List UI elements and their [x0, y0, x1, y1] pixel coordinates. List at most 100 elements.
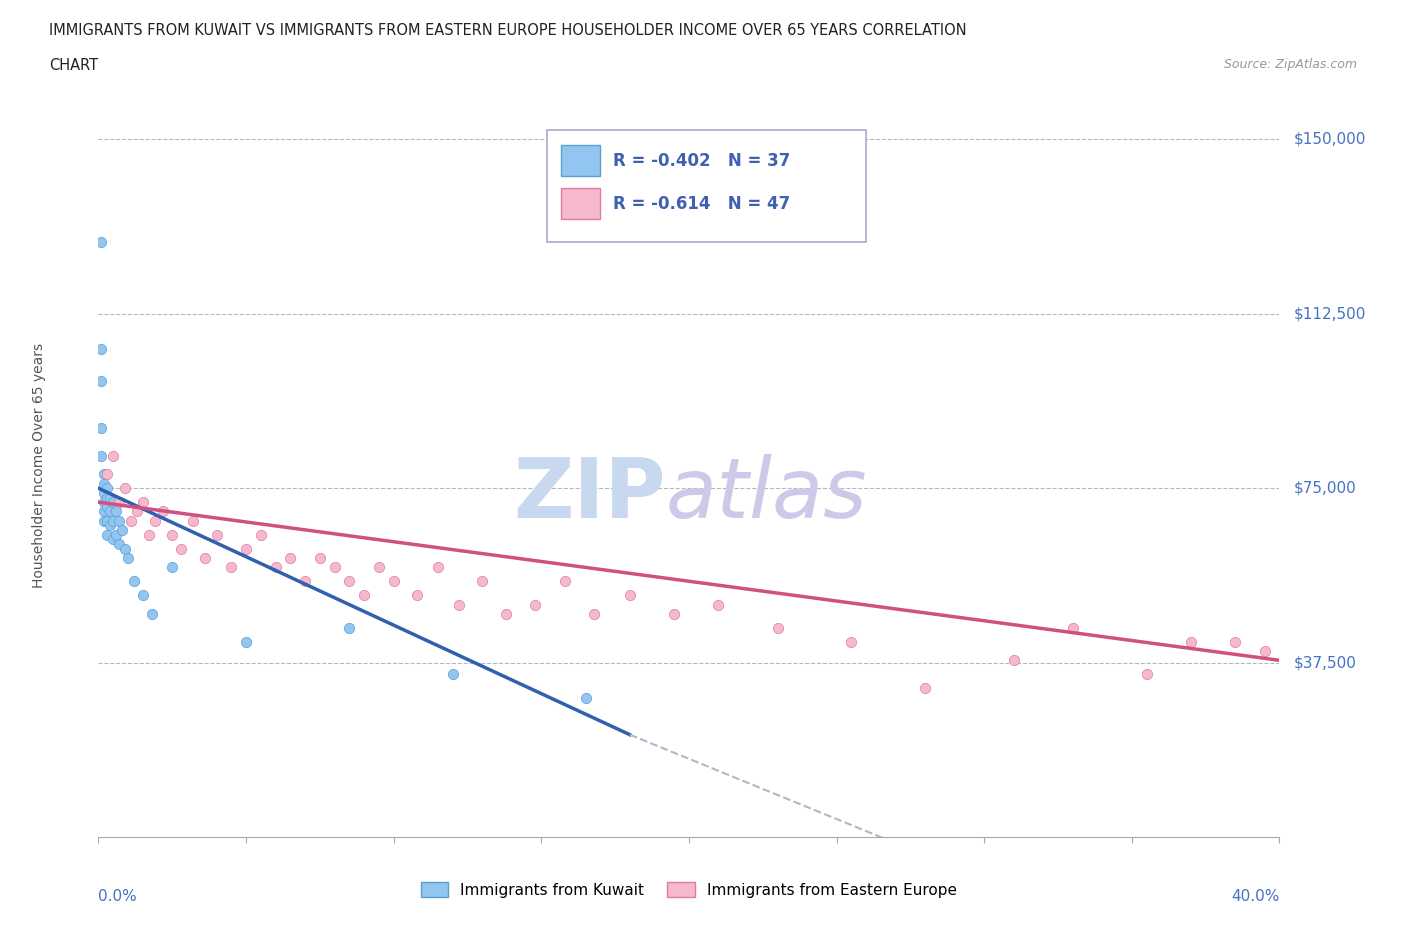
Text: 40.0%: 40.0% — [1232, 889, 1279, 904]
Point — [264, 560, 287, 575]
Point — [619, 588, 641, 603]
Point — [132, 495, 155, 510]
Point — [574, 690, 596, 705]
Point — [96, 499, 118, 514]
Point — [278, 551, 302, 565]
Point — [108, 495, 131, 510]
Point — [1135, 667, 1157, 682]
Point — [117, 551, 139, 565]
Text: R = -0.402   N = 37: R = -0.402 N = 37 — [613, 152, 790, 169]
Point — [122, 574, 145, 589]
Point — [839, 634, 862, 649]
Point — [93, 495, 115, 510]
FancyBboxPatch shape — [561, 145, 600, 177]
Point — [108, 513, 131, 528]
Point — [103, 495, 125, 510]
Point — [93, 504, 115, 519]
Point — [382, 574, 405, 589]
Text: 0.0%: 0.0% — [98, 889, 138, 904]
Point — [98, 518, 121, 533]
Point — [96, 513, 118, 528]
Point — [111, 523, 134, 538]
Point — [143, 513, 166, 528]
Point — [406, 588, 429, 603]
Point — [162, 560, 183, 575]
Point — [1002, 653, 1025, 668]
Text: Source: ZipAtlas.com: Source: ZipAtlas.com — [1223, 58, 1357, 71]
Point — [141, 606, 163, 621]
Point — [1254, 644, 1277, 658]
Point — [471, 574, 494, 589]
Point — [90, 374, 112, 389]
FancyBboxPatch shape — [547, 130, 866, 242]
Point — [337, 620, 360, 635]
Text: $75,000: $75,000 — [1294, 481, 1357, 496]
Point — [441, 667, 464, 682]
Point — [707, 597, 730, 612]
Text: Householder Income Over 65 years: Householder Income Over 65 years — [32, 342, 46, 588]
Point — [664, 606, 686, 621]
Point — [90, 341, 112, 356]
Point — [125, 504, 148, 519]
Point — [103, 448, 125, 463]
Text: ZIP: ZIP — [513, 454, 665, 536]
Point — [120, 513, 142, 528]
Point — [103, 513, 125, 528]
Point — [447, 597, 470, 612]
Point — [1223, 634, 1246, 649]
Point — [1180, 634, 1202, 649]
Point — [90, 234, 112, 249]
Point — [132, 588, 155, 603]
Legend: Immigrants from Kuwait, Immigrants from Eastern Europe: Immigrants from Kuwait, Immigrants from … — [415, 875, 963, 904]
Point — [105, 504, 128, 519]
Text: IMMIGRANTS FROM KUWAIT VS IMMIGRANTS FROM EASTERN EUROPE HOUSEHOLDER INCOME OVER: IMMIGRANTS FROM KUWAIT VS IMMIGRANTS FRO… — [49, 23, 967, 38]
Point — [93, 513, 115, 528]
Point — [554, 574, 576, 589]
Text: $112,500: $112,500 — [1294, 306, 1367, 322]
Text: atlas: atlas — [665, 454, 868, 536]
Point — [294, 574, 316, 589]
Point — [96, 467, 118, 482]
Point — [152, 504, 174, 519]
Point — [309, 551, 332, 565]
Point — [93, 476, 115, 491]
Text: $150,000: $150,000 — [1294, 132, 1367, 147]
Point — [205, 527, 228, 542]
Point — [337, 574, 360, 589]
Point — [138, 527, 160, 542]
Point — [105, 527, 128, 542]
Point — [194, 551, 217, 565]
Point — [353, 588, 375, 603]
Point — [93, 485, 115, 500]
FancyBboxPatch shape — [561, 188, 600, 219]
Point — [114, 481, 136, 496]
Point — [524, 597, 547, 612]
Point — [162, 527, 183, 542]
Text: R = -0.614   N = 47: R = -0.614 N = 47 — [613, 195, 790, 213]
Point — [96, 490, 118, 505]
Text: CHART: CHART — [49, 58, 98, 73]
Point — [766, 620, 789, 635]
Point — [108, 537, 131, 551]
Point — [368, 560, 391, 575]
Point — [181, 513, 204, 528]
Point — [90, 448, 112, 463]
Point — [98, 504, 121, 519]
Point — [583, 606, 606, 621]
Point — [98, 490, 121, 505]
Point — [96, 527, 118, 542]
Point — [323, 560, 346, 575]
Point — [170, 541, 193, 556]
Point — [114, 541, 136, 556]
Point — [235, 541, 257, 556]
Point — [93, 467, 115, 482]
Point — [914, 681, 936, 696]
Point — [1062, 620, 1084, 635]
Point — [90, 420, 112, 435]
Point — [219, 560, 242, 575]
Text: $37,500: $37,500 — [1294, 655, 1357, 671]
Point — [103, 532, 125, 547]
Point — [427, 560, 450, 575]
Point — [235, 634, 257, 649]
Point — [250, 527, 273, 542]
